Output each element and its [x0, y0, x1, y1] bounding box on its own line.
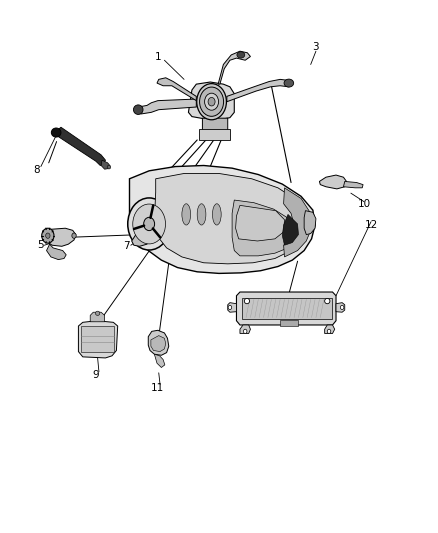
Ellipse shape: [144, 217, 155, 231]
Polygon shape: [188, 82, 234, 120]
Ellipse shape: [95, 311, 100, 316]
Ellipse shape: [107, 165, 111, 169]
Text: 11: 11: [151, 383, 165, 393]
Text: 8: 8: [34, 165, 40, 175]
Ellipse shape: [237, 52, 245, 58]
Polygon shape: [90, 312, 105, 322]
Polygon shape: [157, 78, 196, 101]
Text: 12: 12: [364, 220, 378, 230]
Polygon shape: [232, 200, 297, 256]
Polygon shape: [242, 298, 332, 319]
Ellipse shape: [51, 128, 61, 137]
Ellipse shape: [42, 228, 54, 243]
Polygon shape: [199, 130, 230, 140]
Polygon shape: [78, 321, 118, 358]
Polygon shape: [236, 205, 285, 241]
Ellipse shape: [327, 329, 331, 334]
Text: 5: 5: [38, 240, 44, 250]
Ellipse shape: [128, 198, 170, 250]
Polygon shape: [154, 354, 165, 368]
Ellipse shape: [325, 298, 330, 304]
Ellipse shape: [133, 204, 166, 244]
Polygon shape: [325, 325, 335, 334]
Polygon shape: [284, 188, 311, 257]
Polygon shape: [304, 211, 316, 235]
Ellipse shape: [205, 93, 219, 110]
Polygon shape: [280, 320, 297, 326]
Ellipse shape: [46, 233, 50, 238]
Polygon shape: [343, 181, 363, 188]
Ellipse shape: [244, 298, 250, 304]
Polygon shape: [202, 118, 228, 138]
Ellipse shape: [228, 305, 232, 310]
Polygon shape: [227, 79, 292, 102]
Ellipse shape: [284, 79, 293, 87]
Polygon shape: [101, 160, 110, 169]
Text: 7: 7: [123, 241, 130, 251]
Text: 1: 1: [155, 52, 161, 61]
Polygon shape: [132, 230, 150, 246]
Polygon shape: [151, 336, 166, 352]
Polygon shape: [44, 228, 76, 246]
Polygon shape: [148, 330, 169, 356]
Polygon shape: [130, 165, 315, 273]
Polygon shape: [218, 51, 251, 84]
Polygon shape: [336, 303, 345, 312]
Polygon shape: [135, 99, 196, 114]
Bar: [81, 326, 114, 352]
Ellipse shape: [197, 204, 206, 225]
Ellipse shape: [197, 84, 226, 120]
Polygon shape: [237, 292, 336, 325]
Ellipse shape: [72, 233, 76, 238]
Polygon shape: [55, 127, 106, 165]
Polygon shape: [228, 303, 237, 312]
Polygon shape: [154, 173, 306, 264]
Text: 3: 3: [313, 43, 319, 52]
Ellipse shape: [182, 204, 191, 225]
Ellipse shape: [212, 204, 221, 225]
Polygon shape: [240, 325, 251, 334]
Ellipse shape: [244, 329, 247, 334]
Ellipse shape: [340, 305, 344, 310]
Ellipse shape: [200, 87, 223, 116]
Polygon shape: [319, 175, 346, 189]
Text: 10: 10: [357, 199, 371, 209]
Ellipse shape: [208, 98, 215, 106]
Text: 9: 9: [92, 370, 99, 380]
Ellipse shape: [134, 105, 143, 115]
Polygon shape: [46, 244, 66, 260]
Polygon shape: [283, 214, 298, 245]
